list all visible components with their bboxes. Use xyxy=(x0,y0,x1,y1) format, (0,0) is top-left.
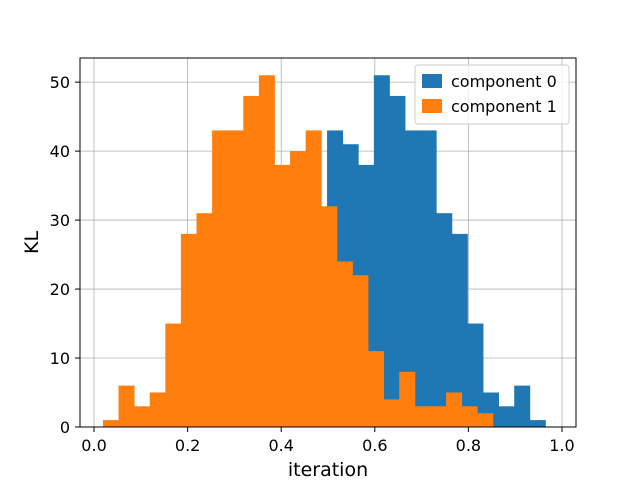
ticks-layer: 0.0 0.2 0.4 0.6 0.8 1.0 0 10 20 30 40 50 xyxy=(50,73,575,455)
y-tick-label: 10 xyxy=(50,349,70,368)
histogram-bar-series-0 xyxy=(514,385,531,427)
histogram-bar-series-1 xyxy=(461,406,478,427)
x-axis-label: iteration xyxy=(288,459,368,480)
histogram-bar-series-0 xyxy=(498,406,515,427)
y-tick-label: 0 xyxy=(60,418,70,437)
histogram-bar-series-1 xyxy=(305,130,322,427)
histogram-bar-series-1 xyxy=(180,233,197,427)
histogram-bar-series-1 xyxy=(212,130,229,427)
x-tick-label: 0.8 xyxy=(456,436,481,455)
histogram-bar-series-1 xyxy=(118,385,135,427)
histogram-bar-series-1 xyxy=(430,406,447,427)
y-tick-label: 40 xyxy=(50,142,70,161)
histogram-bar-series-0 xyxy=(405,130,422,427)
histogram-bar-series-1 xyxy=(383,399,400,427)
x-tick-label: 0.0 xyxy=(81,436,106,455)
legend-entry-label: component 0 xyxy=(451,72,557,91)
histogram-bar-series-0 xyxy=(420,130,437,427)
histogram-bar-series-1 xyxy=(477,413,494,427)
histogram-bar-series-1 xyxy=(352,275,369,427)
histogram-bar-series-1 xyxy=(274,164,291,427)
y-tick-label: 20 xyxy=(50,280,70,299)
histogram-bar-series-1 xyxy=(321,206,338,427)
histogram-bar-series-0 xyxy=(451,233,468,427)
histogram-bar-series-1 xyxy=(336,261,353,427)
histogram-bar-series-1 xyxy=(102,420,119,427)
histogram-bar-series-1 xyxy=(414,406,431,427)
histogram-bar-series-1 xyxy=(227,130,244,427)
y-tick-label: 30 xyxy=(50,211,70,230)
histogram-bar-series-0 xyxy=(436,213,453,427)
histogram-bar-series-1 xyxy=(290,151,307,427)
histogram-bar-series-1 xyxy=(149,392,166,427)
bars-layer xyxy=(102,75,546,428)
histogram-bar-series-1 xyxy=(446,392,463,427)
histogram-bar-series-0 xyxy=(389,95,406,428)
legend-entry-label: component 1 xyxy=(451,97,557,116)
histogram-bar-series-0 xyxy=(373,75,390,428)
histogram-bar-series-1 xyxy=(243,95,260,428)
x-tick-label: 0.6 xyxy=(362,436,387,455)
histogram-bar-series-0 xyxy=(529,420,546,427)
x-tick-label: 0.4 xyxy=(268,436,293,455)
y-axis-label: KL xyxy=(21,231,43,254)
histogram-bar-series-1 xyxy=(258,75,275,428)
histogram-bar-series-1 xyxy=(368,351,385,427)
histogram-bar-series-1 xyxy=(134,406,151,427)
legend: component 0 component 1 xyxy=(414,64,570,125)
legend-box xyxy=(414,64,570,125)
legend-swatch xyxy=(422,74,442,88)
axes-frame xyxy=(79,57,577,428)
histogram-bar-series-1 xyxy=(399,371,416,427)
x-tick-label: 1.0 xyxy=(549,436,574,455)
histogram-bar-series-0 xyxy=(467,323,484,427)
legend-swatch xyxy=(422,99,442,113)
histogram-bar-series-1 xyxy=(165,323,182,427)
x-tick-label: 0.2 xyxy=(175,436,200,455)
y-tick-label: 50 xyxy=(50,73,70,92)
histogram-bar-series-1 xyxy=(196,213,213,427)
